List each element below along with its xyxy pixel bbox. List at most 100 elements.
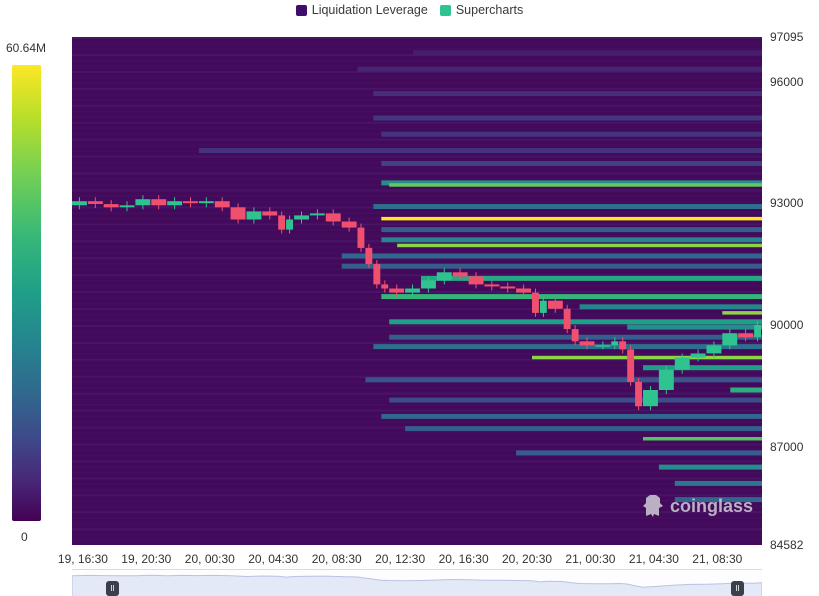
heatmap-background-band xyxy=(72,437,762,440)
candle-body-7 xyxy=(167,201,183,206)
candle-body-39 xyxy=(595,345,611,347)
candle-body-9 xyxy=(198,201,214,204)
heatmap-background-band xyxy=(72,212,762,215)
candle-body-2 xyxy=(87,201,103,204)
liquidation-level-26 xyxy=(365,377,762,383)
chart-legend: Liquidation Leverage Supercharts xyxy=(0,3,819,17)
liquidation-level-14 xyxy=(341,253,762,259)
heatmap-background-band xyxy=(72,138,762,141)
candle-body-37 xyxy=(571,329,579,342)
candle-body-41 xyxy=(619,341,627,350)
heatmap-svg xyxy=(72,37,762,542)
heatmap-plot-area[interactable] xyxy=(72,37,762,545)
candle-body-10 xyxy=(214,201,230,208)
heatmap-background-band xyxy=(72,364,762,367)
liquidation-level-0 xyxy=(413,50,762,56)
candle-body-42 xyxy=(627,349,635,382)
legend-item-supercharts[interactable]: Supercharts xyxy=(439,3,524,17)
heatmap-background-band xyxy=(72,274,762,277)
candle-body-3 xyxy=(103,204,119,208)
heatmap-background-band xyxy=(72,313,762,316)
liquidation-level-35 xyxy=(674,497,762,503)
heatmap-background-band xyxy=(72,200,762,203)
liquidation-level-24 xyxy=(532,355,762,360)
candle-body-38 xyxy=(579,341,595,346)
y-tick-label: 87000 xyxy=(770,439,804,454)
candle-body-46 xyxy=(674,357,690,370)
candle-body-24 xyxy=(389,288,405,293)
navigator-left-handle[interactable]: II xyxy=(106,581,119,596)
x-tick-label: 20, 12:30 xyxy=(375,552,426,566)
heatmap-background-band xyxy=(72,189,762,192)
liquidation-level-7 xyxy=(381,180,762,186)
heatmap-background-band xyxy=(72,499,762,502)
candle-body-22 xyxy=(373,264,381,285)
heatmap-background-band xyxy=(72,522,762,525)
heatmap-background-band xyxy=(72,528,762,531)
heatmap-background-band xyxy=(72,409,762,412)
candle-body-8 xyxy=(183,201,198,204)
candle-body-12 xyxy=(246,211,262,220)
heatmap-background-band xyxy=(72,330,762,333)
time-navigator[interactable]: II II xyxy=(72,569,762,596)
heatmap-background-band xyxy=(72,127,762,130)
heatmap-background-band xyxy=(72,110,762,113)
legend-label-supercharts: Supercharts xyxy=(455,3,524,17)
liquidation-level-18 xyxy=(579,304,762,310)
liquidation-level-31 xyxy=(643,437,762,441)
heatmap-background-band xyxy=(72,251,762,254)
candle-body-26 xyxy=(421,280,436,289)
heatmap-background-band xyxy=(72,482,762,486)
heatmap-background-band xyxy=(72,48,762,51)
candle-body-35 xyxy=(547,300,563,309)
heatmap-background-band xyxy=(72,392,762,395)
watermark-text: coinglass xyxy=(670,495,754,516)
x-tick-label: 20, 04:30 xyxy=(248,552,299,566)
heatmap-background-band xyxy=(72,37,762,40)
liquidation-level-33 xyxy=(658,464,762,470)
heatmap-background-band xyxy=(72,99,762,102)
x-tick-label: 20, 00:30 xyxy=(184,552,235,566)
x-tick-label: 20, 20:30 xyxy=(502,552,553,566)
liquidation-level-29 xyxy=(381,413,762,419)
heatmap-background-band xyxy=(72,195,762,198)
liquidation-level-4 xyxy=(381,131,762,137)
colorbar-min-label: 0 xyxy=(21,530,28,544)
heatmap-background-band xyxy=(72,166,762,169)
candle-body-23 xyxy=(381,284,389,289)
liquidation-level-13 xyxy=(397,243,762,248)
x-tick-label: 21, 00:30 xyxy=(565,552,616,566)
candle-body-31 xyxy=(500,286,516,289)
candle-body-43 xyxy=(635,381,642,407)
candle-body-34 xyxy=(539,300,547,313)
liquidation-level-20 xyxy=(389,319,762,325)
navigator-right-handle[interactable]: II xyxy=(731,581,744,596)
candle-body-40 xyxy=(611,341,619,346)
heatmap-background-band xyxy=(72,420,762,423)
heatmap-background-band xyxy=(72,121,762,124)
heatmap-background-band xyxy=(72,454,762,457)
liquidation-level-32 xyxy=(516,450,762,456)
liquidation-level-16 xyxy=(421,275,762,281)
heatmap-background-band xyxy=(72,87,762,90)
heatmap-background-band xyxy=(72,324,762,328)
candle-body-33 xyxy=(532,292,539,313)
candle-body-21 xyxy=(365,247,373,265)
y-tick-label: 90000 xyxy=(770,318,804,332)
legend-item-liquidation-leverage[interactable]: Liquidation Leverage xyxy=(295,3,428,17)
x-tick-label: 20, 08:30 xyxy=(311,552,362,566)
liquidation-level-5 xyxy=(198,148,762,153)
candle-body-17 xyxy=(309,213,325,216)
candle-body-47 xyxy=(690,353,706,358)
liquidation-level-21 xyxy=(627,324,762,330)
colorbar-max-label: 60.64M xyxy=(6,41,47,55)
candle-body-16 xyxy=(294,215,309,220)
heatmap-background-band xyxy=(72,307,762,311)
heatmap-background-band xyxy=(72,65,762,68)
candle-body-27 xyxy=(436,272,452,281)
heatmap-background-band xyxy=(72,353,762,356)
heatmap-background-band xyxy=(72,443,762,446)
liquidation-level-25 xyxy=(643,365,762,371)
heatmap-background-band xyxy=(72,279,762,282)
legend-swatch-supercharts xyxy=(439,4,451,16)
